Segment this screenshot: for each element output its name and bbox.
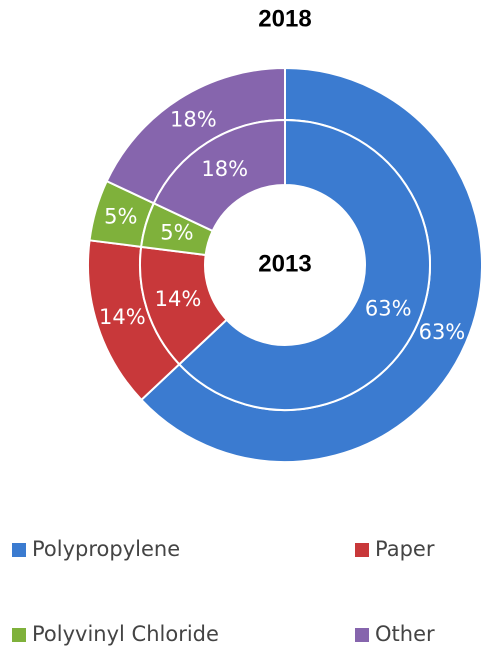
legend-swatch	[355, 628, 369, 642]
outer-ring-title: 2018	[258, 5, 311, 32]
legend-label: Polypropylene	[32, 537, 180, 561]
legend-swatch	[355, 543, 369, 557]
data-label: 63%	[419, 320, 466, 344]
legend-label: Paper	[375, 537, 435, 561]
data-label: 5%	[104, 204, 137, 228]
legend-label: Polyvinyl Chloride	[32, 622, 219, 646]
data-label: 18%	[170, 108, 217, 132]
ring-segment	[152, 118, 286, 233]
data-label: 5%	[160, 221, 193, 245]
legend-label: Other	[375, 622, 435, 646]
legend-swatch	[12, 628, 26, 642]
data-label: 63%	[365, 297, 412, 321]
data-label: 14%	[155, 287, 202, 311]
data-label: 18%	[201, 157, 248, 181]
inner-ring-title: 2013	[258, 250, 311, 277]
data-label: 14%	[99, 305, 146, 329]
ring-segment	[177, 118, 432, 411]
legend-swatch	[12, 543, 26, 557]
